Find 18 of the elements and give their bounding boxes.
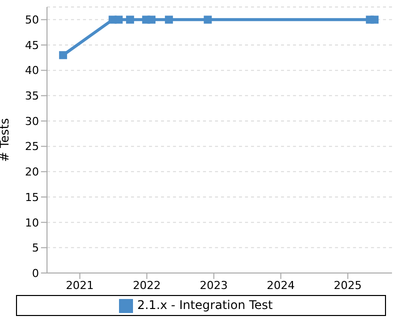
x-tick-label: 2021 bbox=[66, 278, 94, 292]
y-tick-label: 20 bbox=[25, 166, 39, 179]
x-tick-label: 2022 bbox=[132, 278, 161, 292]
y-tick-label: 10 bbox=[25, 216, 39, 230]
x-tick-label: 2023 bbox=[200, 278, 228, 292]
y-tick-label: 5 bbox=[32, 242, 39, 255]
y-tick-label: 50 bbox=[25, 14, 39, 27]
y-tick-label: 45 bbox=[25, 38, 39, 52]
y-axis-title: # Tests bbox=[0, 118, 12, 162]
y-tick-label: 35 bbox=[25, 90, 39, 103]
y-tick-label: 0 bbox=[32, 266, 39, 280]
x-tick-label: 2024 bbox=[266, 278, 295, 292]
y-tick-label: 15 bbox=[25, 190, 39, 204]
y-tick-label: 25 bbox=[25, 140, 39, 154]
y-tick-label: 30 bbox=[25, 114, 39, 128]
legend-label: 2.1.x - Integration Test bbox=[137, 298, 273, 312]
x-tick-label: 2025 bbox=[334, 278, 362, 292]
y-tick-label: 40 bbox=[25, 64, 39, 78]
